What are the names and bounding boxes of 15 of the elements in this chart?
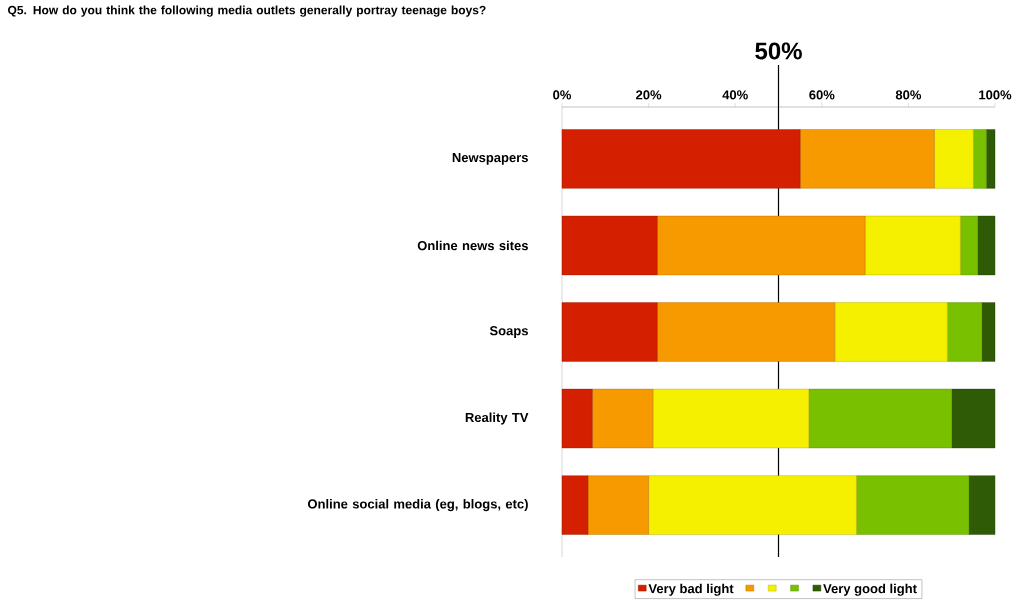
y-tick-label: Online news sites (417, 240, 528, 251)
ref-line-label: 50% (755, 42, 802, 60)
x-tick-label: 80% (895, 90, 922, 100)
y-tick-label: Soaps (489, 326, 528, 338)
y-tick-label: Newspapers (452, 153, 528, 165)
legend-label: Very good light (823, 583, 917, 596)
x-tick-label: 40% (722, 90, 748, 100)
y-tick-label: Online social media (eg, blogs, etc) (307, 498, 528, 512)
x-tick-label: 20% (636, 90, 662, 100)
x-tick-label: 100% (979, 90, 1012, 100)
legend-label: Very bad light (648, 583, 734, 596)
text: Q5. How do you think the following media outlets generally portray teenage boys? (8, 5, 486, 17)
x-tick-label: 0% (553, 90, 572, 100)
x-tick-label: 60% (809, 90, 835, 100)
y-tick-label: Reality TV (465, 412, 529, 425)
